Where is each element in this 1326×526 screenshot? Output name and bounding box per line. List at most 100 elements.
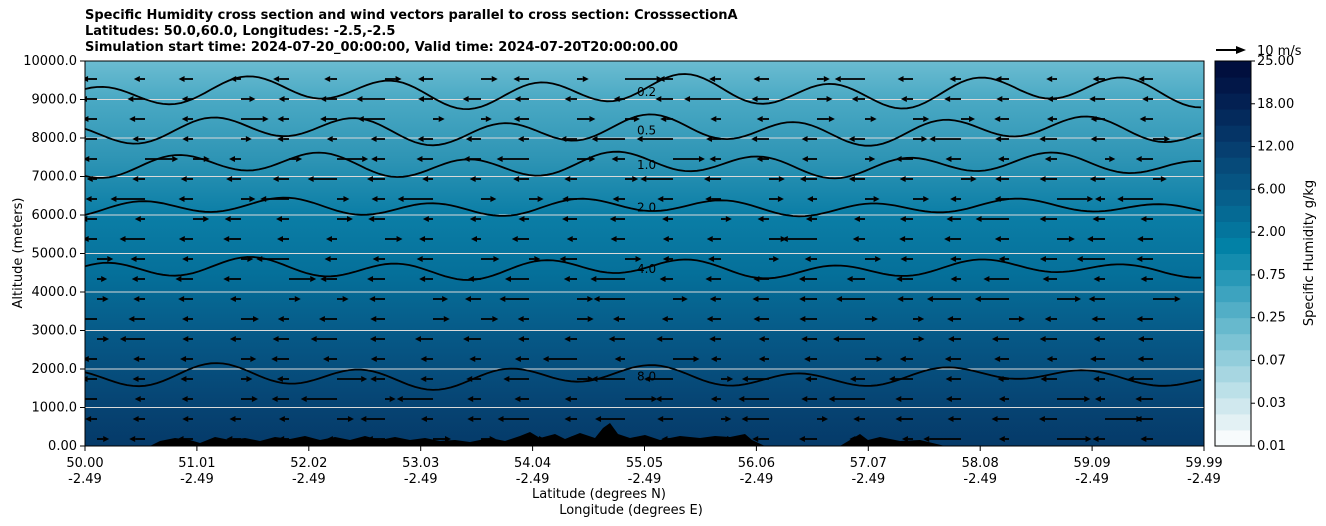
wind-vector-head	[781, 236, 788, 242]
wind-vector-head	[587, 376, 594, 382]
wind-vector-head	[463, 336, 470, 342]
wind-vector-head	[1136, 316, 1143, 322]
wind-vector-head	[923, 436, 930, 442]
vector-key-label: 10 m/s	[1257, 44, 1302, 59]
colorbar-tick-label: 0.01	[1257, 439, 1286, 454]
wind-vector-head	[799, 316, 806, 322]
y-tick-label: 6000.0	[32, 208, 78, 223]
wind-vector-head	[589, 156, 596, 162]
wind-vector-head	[1039, 176, 1046, 182]
wind-vector-head	[85, 216, 88, 222]
wind-vector-head	[852, 236, 859, 242]
wind-vector-head	[119, 236, 126, 242]
x-tick-label-lon: -2.49	[516, 472, 550, 487]
wind-vector-head	[950, 256, 957, 262]
wind-vector-head	[801, 156, 808, 162]
wind-vector-head	[991, 336, 998, 342]
wind-vector-head	[276, 236, 283, 242]
wind-vector-head	[974, 296, 981, 302]
wind-vector-head	[727, 376, 734, 382]
contour-line-8.0	[85, 362, 1202, 391]
wind-vector-head	[613, 96, 620, 102]
y-tick-label: 3000.0	[32, 324, 78, 339]
wind-vector-head	[182, 336, 189, 342]
x-tick-label-lat: 51.01	[178, 456, 215, 471]
wind-vector-head	[178, 196, 185, 202]
wind-vector-head	[318, 316, 325, 322]
wind-vector-head	[895, 396, 902, 402]
wind-vector-head	[368, 216, 375, 222]
wind-vector-head	[949, 76, 956, 82]
wind-vector-head	[753, 316, 760, 322]
contour-label: 2.0	[637, 200, 656, 214]
colorbar-swatch	[1215, 333, 1251, 351]
wind-vector-head	[698, 156, 705, 162]
wind-vector-head	[753, 76, 760, 82]
colorbar-swatch	[1215, 285, 1251, 303]
wind-vector-head	[611, 156, 618, 162]
wind-vector-head	[1140, 276, 1147, 282]
wind-vector-head	[998, 396, 1005, 402]
wind-vector-head	[970, 176, 977, 182]
wind-vector-head	[320, 276, 327, 282]
contour-label: 4.0	[637, 262, 656, 276]
wind-vector-head	[709, 156, 716, 162]
wind-vector-head	[998, 256, 1005, 262]
wind-vector-head	[320, 116, 327, 122]
wind-vector-head	[587, 316, 594, 322]
wind-vector-head	[563, 276, 570, 282]
wind-vector-head	[612, 196, 619, 202]
wind-vector-head	[467, 416, 474, 422]
wind-vector-head	[693, 356, 700, 362]
wind-vector-head	[252, 316, 259, 322]
x-tick-label-lon: -2.49	[292, 472, 326, 487]
wind-vector-head	[85, 316, 86, 322]
wind-vector-head	[710, 356, 717, 362]
wind-vector-head	[271, 356, 278, 362]
wind-vector-head	[369, 296, 376, 302]
wind-vector-head	[1039, 216, 1046, 222]
wind-vector-head	[947, 316, 954, 322]
wind-vector-head	[276, 376, 283, 382]
wind-vector-head	[640, 176, 647, 182]
x-tick-label-lon: -2.49	[851, 472, 885, 487]
wind-vector-head	[180, 176, 187, 182]
wind-vector-head	[751, 96, 758, 102]
wind-vector-head	[709, 76, 716, 82]
contour-label: 0.5	[637, 123, 656, 137]
wind-vector-head	[132, 176, 139, 182]
vector-key: 10 m/s	[1216, 44, 1302, 59]
wind-vector-head	[356, 96, 363, 102]
wind-vector-head	[325, 236, 332, 242]
wind-vector-head	[1046, 116, 1053, 122]
wind-vector-head	[326, 136, 333, 142]
wind-vector-head	[757, 216, 764, 222]
wind-vector-head	[899, 216, 906, 222]
wind-vector-head	[901, 436, 908, 442]
wind-vector-head	[996, 96, 1003, 102]
wind-vector-head	[127, 96, 134, 102]
wind-vector-head	[848, 136, 855, 142]
colorbar-swatch	[1215, 413, 1251, 431]
colorbar-swatch	[1215, 221, 1251, 238]
wind-vector-head	[870, 116, 877, 122]
title-line-1: Specific Humidity cross section and wind…	[85, 8, 738, 23]
wind-vector-head	[853, 216, 860, 222]
wind-vector-head	[370, 356, 377, 362]
wind-vector-head	[752, 436, 759, 442]
wind-vector-head	[773, 256, 780, 262]
wind-vector-head	[1068, 236, 1075, 242]
wind-vector-head	[633, 116, 640, 122]
wind-vector-head	[513, 116, 520, 122]
wind-vector-head	[85, 116, 89, 122]
wind-vector-head	[1042, 276, 1049, 282]
wind-vector-head	[703, 176, 710, 182]
wind-vector-head	[514, 396, 521, 402]
colorbar-tick-label: 0.07	[1257, 353, 1286, 368]
wind-vector-head	[994, 356, 1001, 362]
x-tick-label-lon: -2.49	[963, 472, 997, 487]
wind-vector-head	[85, 196, 92, 202]
wind-vector-head	[918, 316, 925, 322]
x-tick-label-lon: -2.49	[740, 472, 774, 487]
wind-vector-head	[876, 356, 883, 362]
